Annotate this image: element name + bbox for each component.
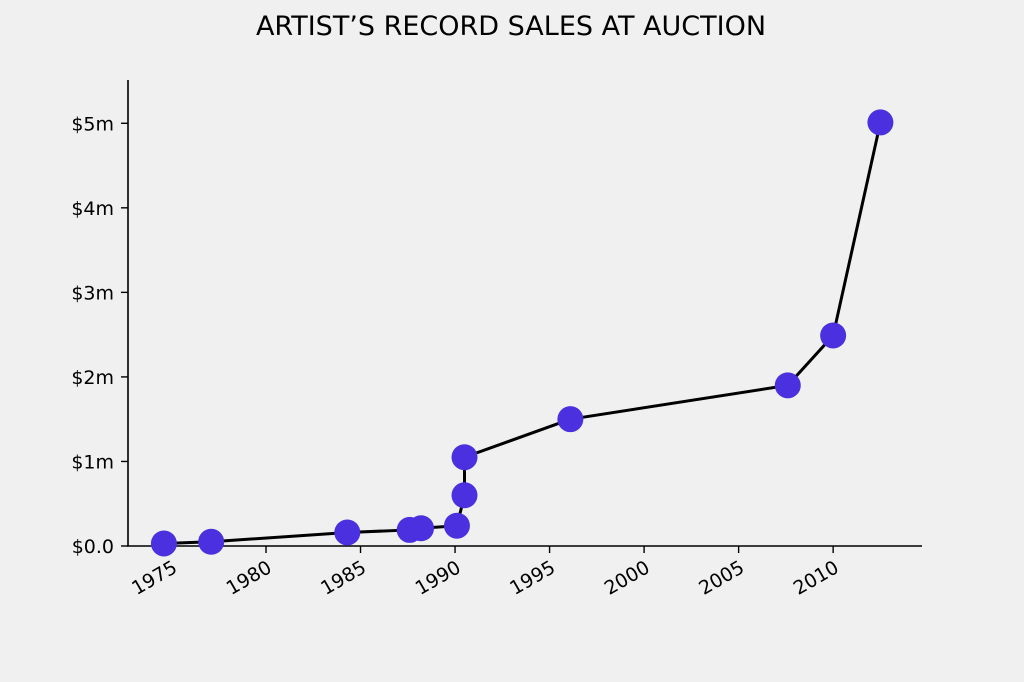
x-tick-label: 2010 xyxy=(790,556,843,599)
y-tick-label: $4m xyxy=(71,198,114,220)
y-tick-label: $2m xyxy=(71,367,114,389)
data-point xyxy=(150,530,177,557)
data-point xyxy=(774,372,801,399)
chart-title: ARTIST’S RECORD SALES AT AUCTION xyxy=(256,11,766,42)
x-tick-label: 1975 xyxy=(128,556,181,599)
y-tick-label: $5m xyxy=(71,113,114,135)
y-tick-label: $0.0 xyxy=(72,536,114,558)
data-point xyxy=(820,322,847,349)
data-point xyxy=(451,482,478,509)
y-tick-label: $1m xyxy=(71,451,114,473)
x-axis: 1975 1980 1985 1990 1995 2000 2005 2010 xyxy=(128,546,843,600)
y-axis: $0.0 $1m $2m $3m $4m $5m xyxy=(71,113,128,558)
data-point xyxy=(867,109,894,136)
x-tick-label: 2005 xyxy=(695,556,748,599)
data-point xyxy=(557,406,584,433)
data-point xyxy=(198,528,225,555)
plot-area xyxy=(150,109,894,557)
data-point xyxy=(334,519,361,546)
x-tick-label: 1990 xyxy=(412,556,465,599)
y-tick-label: $3m xyxy=(71,282,114,304)
x-tick-label: 1980 xyxy=(223,556,276,599)
data-point xyxy=(451,444,478,471)
series-line xyxy=(163,122,882,545)
data-point xyxy=(443,512,470,539)
x-tick-label: 1995 xyxy=(506,556,559,599)
data-point xyxy=(408,515,435,542)
x-tick-label: 1985 xyxy=(317,556,370,599)
x-tick-label: 2000 xyxy=(601,556,654,599)
